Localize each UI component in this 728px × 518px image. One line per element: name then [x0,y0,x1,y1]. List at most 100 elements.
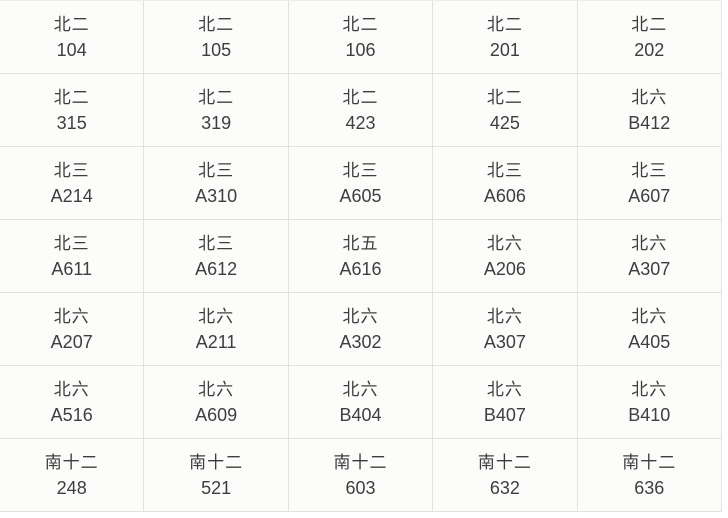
room-cell[interactable]: 南十二 248 [0,439,145,512]
building-name: 北二 [53,87,90,107]
room-cell[interactable]: 南十二 603 [288,439,434,512]
room-number: A302 [339,331,382,352]
building-name: 北六 [53,379,90,399]
room-cell[interactable]: 北二 104 [0,1,145,74]
room-number: B404 [339,404,382,425]
room-number: A307 [483,331,526,352]
building-name: 北六 [198,306,235,326]
room-cell[interactable]: 南十二 636 [577,439,722,512]
building-name: 北六 [631,306,668,326]
room-cell[interactable]: 北六 B404 [288,366,434,439]
room-cell[interactable]: 北五 A616 [288,220,434,293]
building-name: 北三 [198,233,235,253]
building-name: 北六 [631,379,668,399]
building-name: 北六 [486,233,523,253]
building-name: 南十二 [622,452,677,472]
room-number: B410 [628,404,671,425]
room-cell[interactable]: 北六 B410 [577,366,722,439]
room-cell[interactable]: 南十二 521 [144,439,289,512]
room-number: 202 [634,39,665,60]
building-name: 北二 [53,14,90,34]
building-name: 南十二 [333,452,388,472]
room-cell[interactable]: 北六 A207 [0,293,145,366]
room-cell[interactable]: 北三 A612 [144,220,289,293]
building-name: 北六 [631,233,668,253]
room-number: 315 [56,112,87,133]
room-number: 425 [489,112,520,133]
building-name: 北六 [198,379,235,399]
building-name: 北三 [342,160,379,180]
room-number: A307 [628,258,671,279]
building-name: 北二 [198,87,235,107]
room-number: 105 [201,39,232,60]
room-cell[interactable]: 北六 A609 [144,366,289,439]
room-number: 603 [345,477,376,498]
room-cell[interactable]: 北二 319 [144,74,289,147]
room-cell[interactable]: 南十二 632 [433,439,578,512]
room-number: 106 [345,39,376,60]
room-cell[interactable]: 北三 A611 [0,220,145,293]
room-cell[interactable]: 北六 A307 [577,220,722,293]
room-number: A611 [51,258,93,279]
room-cell[interactable]: 北二 425 [433,74,578,147]
building-name: 北六 [342,379,379,399]
room-cell[interactable]: 北六 A516 [0,366,145,439]
room-number: 636 [634,477,665,498]
room-number: A609 [195,404,238,425]
room-cell[interactable]: 北六 A405 [577,293,722,366]
room-cell[interactable]: 北二 201 [433,1,578,74]
building-name: 北二 [486,87,523,107]
building-name: 南十二 [189,452,244,472]
room-cell[interactable]: 北六 A211 [144,293,289,366]
room-number: A607 [628,185,671,206]
building-name: 北六 [342,306,379,326]
room-cell[interactable]: 北三 A605 [288,147,434,220]
building-name: 南十二 [477,452,532,472]
room-cell[interactable]: 北三 A607 [577,147,722,220]
room-cell[interactable]: 北六 A307 [433,293,578,366]
room-number: A516 [50,404,93,425]
room-number: A310 [195,185,238,206]
room-number: A207 [50,331,93,352]
room-cell[interactable]: 北六 B407 [433,366,578,439]
room-number: 521 [201,477,232,498]
room-number: A612 [195,258,238,279]
room-cell[interactable]: 北三 A310 [144,147,289,220]
room-number: B412 [628,112,671,133]
room-cell[interactable]: 北二 423 [288,74,434,147]
building-name: 北三 [486,160,523,180]
room-cell[interactable]: 北二 106 [288,1,434,74]
room-number: 423 [345,112,376,133]
room-number: B407 [483,404,526,425]
building-name: 北三 [53,160,90,180]
room-cell[interactable]: 北二 105 [144,1,289,74]
building-name: 北六 [53,306,90,326]
building-name: 北二 [342,14,379,34]
room-number: A605 [339,185,382,206]
building-name: 北二 [198,14,235,34]
room-number: A214 [50,185,93,206]
building-name: 北二 [342,87,379,107]
building-name: 北六 [486,306,523,326]
room-cell[interactable]: 北三 A214 [0,147,145,220]
building-name: 北五 [342,233,379,253]
building-name: 南十二 [44,452,99,472]
room-number: A606 [483,185,526,206]
room-cell[interactable]: 北六 B412 [577,74,722,147]
room-number: A405 [628,331,671,352]
room-number: 201 [489,39,520,60]
room-cell[interactable]: 北二 315 [0,74,145,147]
room-number: 319 [201,112,232,133]
room-number: 104 [56,39,87,60]
building-name: 北三 [198,160,235,180]
building-name: 北三 [631,160,668,180]
room-number: A206 [483,258,526,279]
room-number: A616 [339,258,382,279]
room-cell[interactable]: 北六 A206 [433,220,578,293]
room-cell[interactable]: 北六 A302 [288,293,434,366]
room-cell[interactable]: 北二 202 [577,1,722,74]
room-cell[interactable]: 北三 A606 [433,147,578,220]
room-number: 248 [56,477,87,498]
building-name: 北二 [631,14,668,34]
